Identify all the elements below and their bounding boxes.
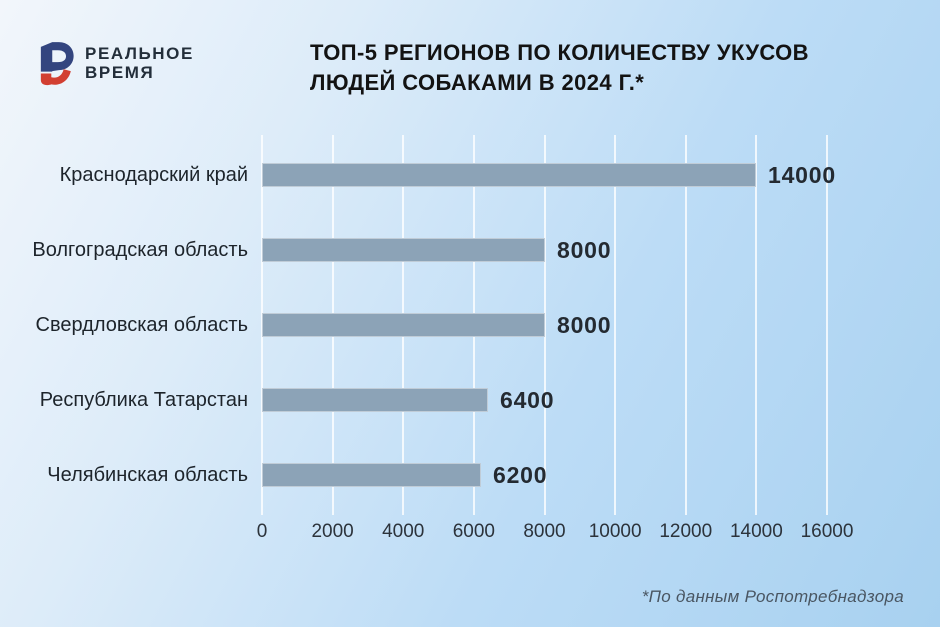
value-label: 6200 [493,462,548,488]
source-footnote: *По данным Роспотребнадзора [641,587,904,606]
category-label: Свердловская область [35,314,248,336]
category-label: Краснодарский край [59,164,248,186]
value-label: 14000 [768,162,836,188]
gridline-10000 [614,135,617,515]
x-axis-tick-0: 0 [256,521,268,542]
brand-logo: РЕАЛЬНОЕ ВРЕМЯ [38,41,194,87]
gridline-12000 [684,135,687,515]
category-label: Республика Татарстан [39,389,248,411]
x-axis-tick-16000: 16000 [800,521,854,542]
chart-title: ТОП-5 РЕГИОНОВ ПО КОЛИЧЕСТВУ УКУСОВ ЛЮДЕ… [310,38,870,98]
category-label: Челябинская область [47,464,248,486]
x-axis-tick-10000: 10000 [588,521,642,542]
x-axis-tick-6000: 6000 [452,521,496,542]
x-axis-tick-14000: 14000 [729,521,783,542]
brand-logo-text: РЕАЛЬНОЕ ВРЕМЯ [85,44,194,82]
bar-5 [262,463,481,487]
x-axis-tick-8000: 8000 [523,521,566,542]
x-axis-tick-4000: 4000 [382,521,425,542]
x-axis-tick-2000: 2000 [311,521,354,542]
bar-2 [262,238,545,262]
bar-1 [262,163,756,187]
brand-logo-line1: РЕАЛЬНОЕ [85,44,194,63]
brand-logo-line2: ВРЕМЯ [85,63,155,82]
category-label: Волгоградская область [32,239,248,261]
bar-3 [262,313,545,337]
realnoe-vremya-logo-icon [40,42,74,86]
bar-4 [262,388,488,412]
value-label: 8000 [557,237,612,263]
chart-title-line1: ТОП-5 РЕГИОНОВ ПО КОЛИЧЕСТВУ УКУСОВ [310,40,809,65]
gridline-14000 [755,135,758,515]
chart-title-line2: ЛЮДЕЙ СОБАКАМИ В 2024 Г.* [310,70,645,95]
value-label: 6400 [500,387,555,413]
gridline-16000 [826,135,828,515]
value-label: 8000 [557,312,612,338]
x-axis-tick-12000: 12000 [659,521,713,542]
